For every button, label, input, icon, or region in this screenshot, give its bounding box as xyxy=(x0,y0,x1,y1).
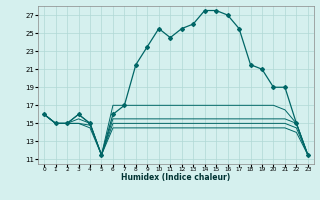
X-axis label: Humidex (Indice chaleur): Humidex (Indice chaleur) xyxy=(121,173,231,182)
